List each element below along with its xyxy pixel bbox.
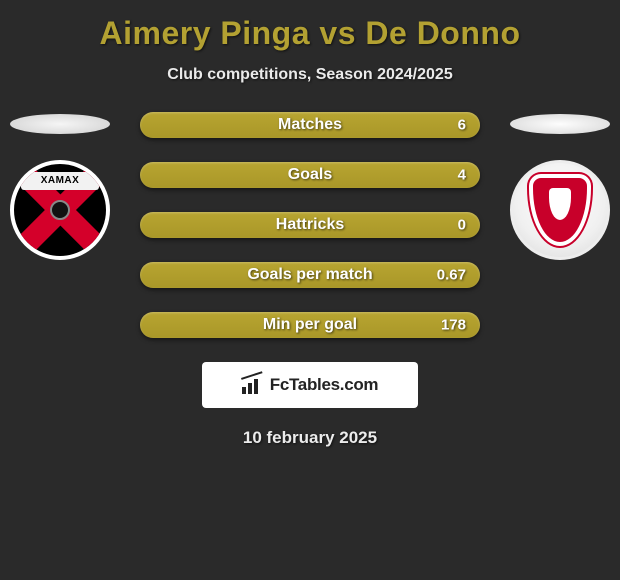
- comparison-card: Aimery Pinga vs De Donno Club competitio…: [0, 0, 620, 458]
- stats-column: Matches 6 Goals 4 Hattricks 0 Goals per …: [120, 112, 500, 338]
- stat-label: Hattricks: [276, 216, 344, 234]
- right-team-badge: [510, 160, 610, 260]
- chart-icon: [242, 376, 264, 394]
- stat-value-right: 4: [458, 167, 466, 184]
- stat-value-right: 0.67: [437, 267, 466, 284]
- stat-label: Goals: [288, 166, 332, 184]
- stat-bar-min-per-goal: Min per goal 178: [140, 312, 480, 338]
- date-text: 10 february 2025: [243, 428, 377, 448]
- stat-bar-goals: Goals 4: [140, 162, 480, 188]
- left-team-badge: XAMAX: [10, 160, 110, 260]
- stat-bar-hattricks: Hattricks 0: [140, 212, 480, 238]
- right-team-column: [500, 112, 620, 260]
- brand-text: FcTables.com: [270, 375, 379, 395]
- badge-ribbon-label: XAMAX: [21, 172, 99, 190]
- stat-label: Min per goal: [263, 316, 357, 334]
- left-team-ellipse: [10, 114, 110, 134]
- badge-ball-icon: [50, 200, 70, 220]
- stat-value-right: 0: [458, 217, 466, 234]
- page-subtitle: Club competitions, Season 2024/2025: [167, 66, 452, 84]
- badge-shield-icon: [529, 174, 591, 246]
- brand-box[interactable]: FcTables.com: [202, 362, 418, 408]
- stat-value-right: 178: [441, 317, 466, 334]
- stat-bar-goals-per-match: Goals per match 0.67: [140, 262, 480, 288]
- left-team-column: XAMAX: [0, 112, 120, 260]
- right-team-ellipse: [510, 114, 610, 134]
- stat-value-right: 6: [458, 117, 466, 134]
- page-title: Aimery Pinga vs De Donno: [100, 15, 521, 52]
- stat-label: Matches: [278, 116, 342, 134]
- stat-label: Goals per match: [247, 266, 372, 284]
- stat-bar-matches: Matches 6: [140, 112, 480, 138]
- main-row: XAMAX Matches 6 Goals 4 Hattricks 0 Goal…: [0, 112, 620, 338]
